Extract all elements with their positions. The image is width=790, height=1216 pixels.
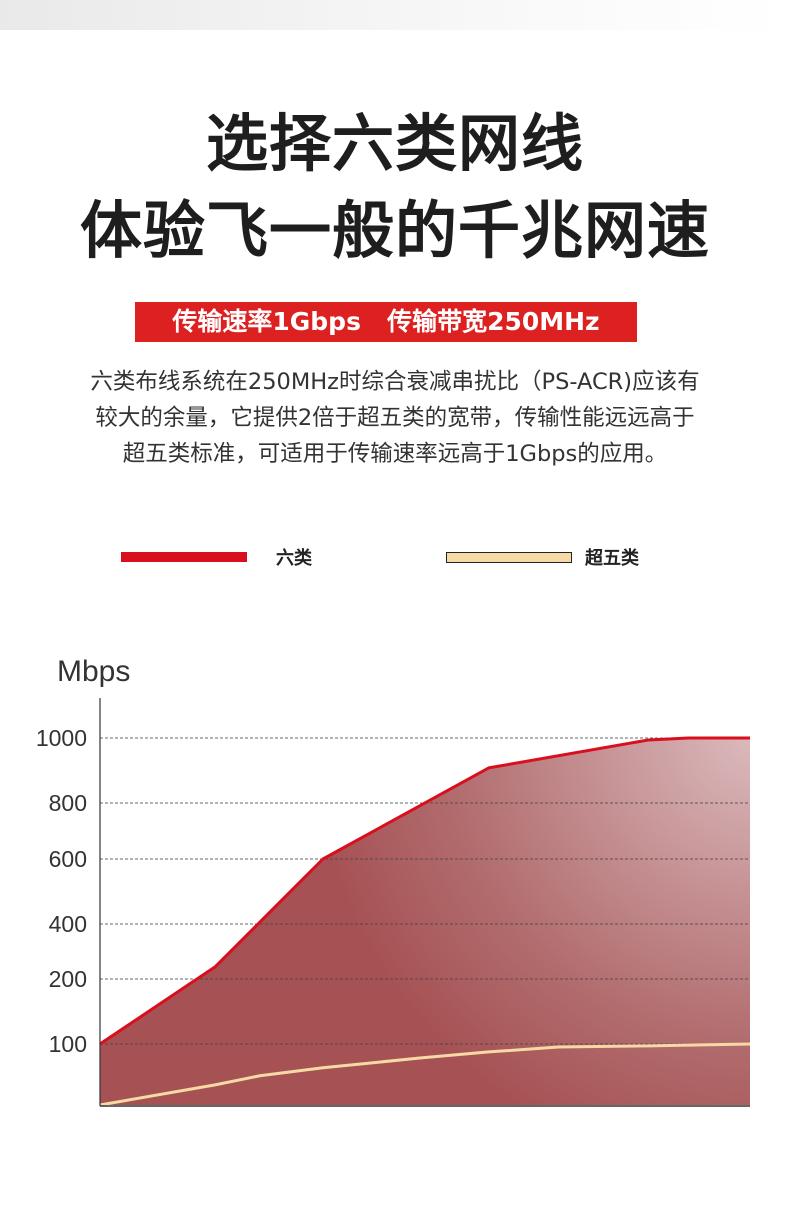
y-tick-label: 400 [49, 911, 87, 937]
spec-banner: 传输速率1Gbps 传输带宽250MHz [135, 302, 637, 342]
headline-line2: 体验飞一般的千兆网速 [79, 194, 710, 267]
legend-swatch-cat5e [446, 552, 572, 563]
headline-line1: 选择六类网线 [205, 107, 584, 180]
legend-swatch-cat6 [121, 552, 247, 562]
description: 六类布线系统在250MHz时综合衰减串扰比（PS-ACR)应该有 较大的余量，它… [30, 364, 760, 472]
description-line: 较大的余量，它提供2倍于超五类的宽带，传输性能远远高于 [95, 405, 695, 431]
y-tick-label: 800 [49, 790, 87, 816]
legend-label-cat5e: 超五类 [585, 548, 639, 569]
top-fade [0, 0, 790, 30]
cat5e-line [99, 1042, 751, 1107]
cat6-area [100, 738, 750, 1105]
legend-label-cat6: 六类 [276, 548, 312, 569]
y-tick-label: 600 [49, 846, 87, 872]
y-tick-label: 100 [49, 1031, 87, 1057]
y-tick-label: 1000 [36, 725, 87, 751]
description-line: 六类布线系统在250MHz时综合衰减串扰比（PS-ACR)应该有 [90, 369, 700, 395]
description-line: 超五类标准，可适用于传输速率远高于1Gbps的应用。 [122, 441, 668, 467]
y-tick-label: 200 [49, 966, 87, 992]
cat6-line [99, 736, 750, 1046]
y-axis-unit: Mbps [57, 655, 131, 688]
